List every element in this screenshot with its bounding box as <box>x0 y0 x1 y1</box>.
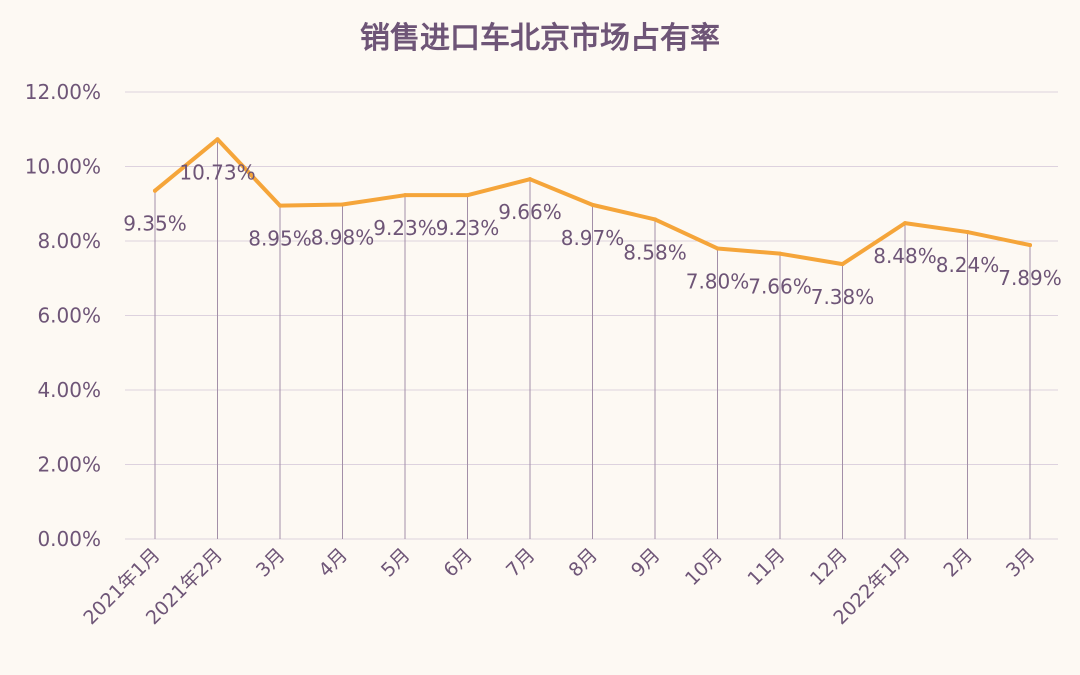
data-point <box>1028 243 1032 248</box>
y-tick-label: 12.00% <box>25 80 101 104</box>
x-tick-label: 2月 <box>939 544 977 582</box>
data-point <box>840 262 845 267</box>
data-label: 9.23% <box>436 216 500 240</box>
data-point <box>340 202 345 207</box>
data-point <box>903 221 907 226</box>
chart-title: 销售进口车北京市场占有率 <box>360 21 720 56</box>
data-point <box>778 251 782 256</box>
data-point <box>215 137 220 142</box>
x-tick-label: 10月 <box>681 544 727 590</box>
data-label: 9.35% <box>123 212 187 236</box>
data-point <box>715 246 720 251</box>
data-label: 7.38% <box>811 285 875 309</box>
y-axis-ticks: 0.00% 2.00% 4.00% 6.00% 8.00% 10.00% 12.00% <box>25 80 101 551</box>
data-point <box>465 193 470 198</box>
x-tick-label: 12月 <box>806 544 852 590</box>
series-line <box>153 137 1032 267</box>
y-tick-label: 6.00% <box>37 304 101 328</box>
x-tick-label: 6月 <box>439 544 477 582</box>
data-labels: 9.35%10.73%8.95%8.98%9.23%9.23%9.66%8.97… <box>123 160 1062 309</box>
data-point <box>153 188 157 193</box>
data-label: 8.58% <box>623 240 687 264</box>
data-point <box>653 217 657 222</box>
y-tick-label: 4.00% <box>37 378 101 402</box>
y-tick-label: 10.00% <box>25 155 101 179</box>
data-label: 8.24% <box>936 253 1000 277</box>
x-tick-label: 5月 <box>377 544 415 582</box>
data-point <box>528 177 532 182</box>
data-label: 8.98% <box>311 225 375 249</box>
x-tick-label: 7月 <box>502 544 540 582</box>
y-tick-label: 2.00% <box>37 453 101 477</box>
data-point <box>965 230 970 235</box>
data-label: 8.95% <box>248 227 312 251</box>
y-tick-label: 0.00% <box>37 527 101 551</box>
data-point <box>403 193 407 198</box>
data-label: 7.66% <box>748 275 812 299</box>
x-tick-label: 8月 <box>564 544 602 582</box>
data-label: 8.48% <box>873 244 937 268</box>
data-label: 9.23% <box>373 216 437 240</box>
x-tick-label: 9月 <box>627 544 665 582</box>
data-label: 7.89% <box>998 266 1062 290</box>
x-tick-label: 3月 <box>1002 544 1040 582</box>
y-tick-label: 8.00% <box>37 229 101 253</box>
data-label: 10.73% <box>179 160 255 184</box>
data-point <box>278 203 282 208</box>
x-tick-label: 11月 <box>743 544 789 590</box>
data-label: 8.97% <box>561 226 625 250</box>
data-label: 9.66% <box>498 200 562 224</box>
data-label: 7.80% <box>686 269 750 293</box>
x-tick-label: 3月 <box>252 544 290 582</box>
data-point <box>590 202 595 207</box>
x-tick-label: 4月 <box>314 544 352 582</box>
gridlines <box>125 91 1058 540</box>
drop-lines <box>154 139 1031 539</box>
